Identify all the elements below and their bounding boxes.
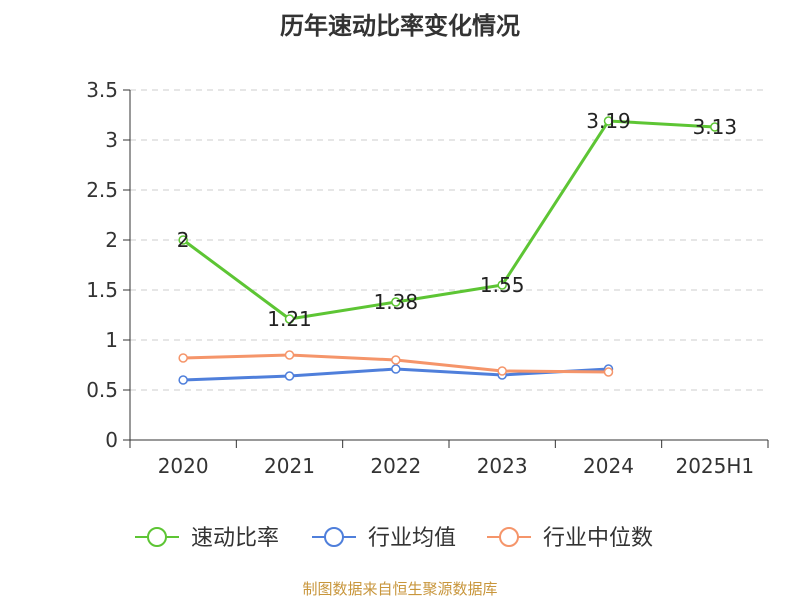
data-point — [284, 314, 295, 324]
legend-marker-icon — [324, 527, 344, 547]
y-tick-label: 1.5 — [86, 278, 118, 302]
data-point — [710, 122, 720, 132]
data-point — [391, 355, 401, 365]
x-tick-label: 2021 — [264, 454, 315, 478]
legend-marker-icon — [499, 527, 519, 547]
data-label: 2 — [177, 228, 190, 252]
source-note: 制图数据来自恒生聚源数据库 — [302, 580, 498, 598]
data-point — [603, 367, 614, 377]
legend-label: 行业均值 — [368, 526, 456, 551]
axes: 0 0.5 1 1.5 2 2.5 3 3.5 2020 2021 2022 2023 2024 2025… — [86, 78, 769, 478]
y-tick-label: 1 — [105, 328, 118, 352]
data-label: 1.55 — [480, 273, 525, 297]
y-tick-label: 3.5 — [86, 78, 118, 102]
y-tick-label: 2 — [105, 228, 118, 252]
data-point — [497, 280, 507, 290]
legend-item[interactable]: 行业中位数 — [487, 526, 653, 551]
legend-item[interactable]: 行业均值 — [312, 526, 456, 551]
legend-label: 速动比率 — [191, 526, 279, 551]
data-point — [178, 353, 188, 363]
x-tick-label: 2025H1 — [675, 454, 754, 478]
legend-marker-icon — [147, 527, 167, 547]
legend-item[interactable]: 速动比率 — [135, 526, 279, 551]
legend-label: 行业中位数 — [543, 526, 653, 551]
x-tick-label: 2020 — [158, 454, 209, 478]
series-line — [182, 119, 715, 321]
data-point — [284, 350, 295, 360]
x-tick-label: 2022 — [370, 454, 421, 478]
data-labels: 2 1.21 1.38 1.55 3.19 3.13 — [177, 109, 737, 331]
chart-title: 历年速动比率变化情况 — [280, 12, 520, 40]
data-label: 1.38 — [374, 290, 419, 314]
y-tick-label: 0 — [105, 428, 118, 452]
gridlines — [130, 89, 768, 391]
data-label: 3.13 — [693, 115, 738, 139]
data-point — [178, 235, 188, 245]
y-tick-label: 0.5 — [86, 378, 118, 402]
y-tick-label: 3 — [105, 128, 118, 152]
data-point — [497, 366, 507, 376]
data-point — [284, 371, 295, 381]
x-tick-label: 2024 — [583, 454, 634, 478]
data-label: 3.19 — [586, 109, 631, 133]
series-lines — [178, 116, 720, 385]
legend[interactable]: 速动比率 行业均值 行业中位数 — [135, 526, 653, 551]
data-point — [603, 116, 614, 126]
x-tick-label: 2023 — [477, 454, 528, 478]
y-tick-label: 2.5 — [86, 178, 118, 202]
data-label: 1.21 — [267, 307, 312, 331]
data-point — [391, 364, 401, 374]
data-point — [178, 375, 188, 385]
data-point — [391, 297, 401, 307]
